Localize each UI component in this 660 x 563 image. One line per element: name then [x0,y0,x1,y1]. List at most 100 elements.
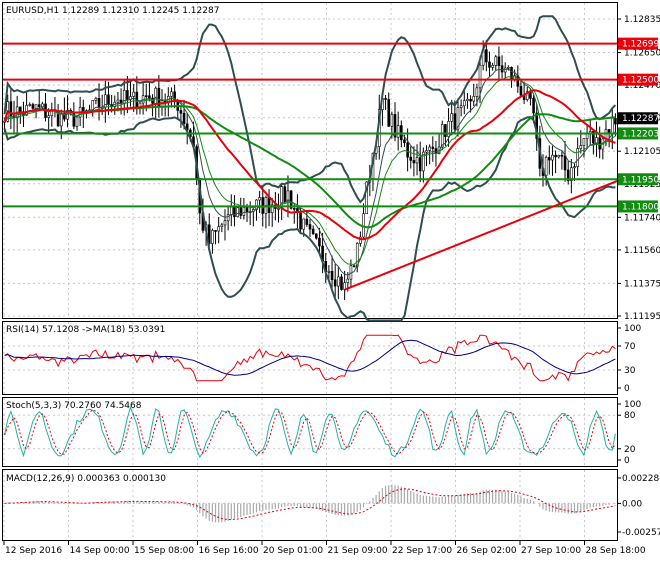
candle-body [239,207,243,216]
candle-body [409,156,413,161]
ema-fast [4,68,616,276]
candle-body [330,271,334,281]
candle-body [365,181,368,215]
candle-body [81,107,85,113]
level-label-0: 1.12699 [622,40,659,50]
candle-body [63,113,66,120]
current-price-label-bg [618,112,658,125]
candle-body [318,237,321,247]
candle-body [415,157,419,164]
macd-histogram [7,484,617,523]
candle-body [456,107,460,130]
candle-body [214,230,217,232]
price-tick-label: 1.11195 [624,312,660,322]
level-label-1-bg [618,73,658,86]
candle-body [41,103,44,108]
candle-body [314,233,318,239]
candle-body [355,243,359,267]
candle-body [447,121,450,137]
candle-body [3,121,6,123]
candle-body [500,65,504,73]
candle-body [267,197,271,214]
candle-body [557,154,561,158]
rsi-pane[interactable] [3,322,617,394]
macd-pane[interactable]: 0.002288 0.00 -0.002579 [3,470,660,540]
level-label-4-bg [618,200,658,213]
candle-body [422,151,425,172]
candle-body [359,236,362,244]
candle-body [47,115,50,118]
stoch-tick-label: 80 [624,411,636,421]
time-tick-label: 12 Sep 2016 [5,546,62,556]
candle-body [384,98,387,100]
candle-body [299,212,302,230]
candle-body [258,197,261,201]
candle-body [226,214,230,222]
candle-body [302,218,306,230]
candle-body [211,230,214,244]
level-labels: 1.12699 1.12500 1.12203 1.11950 1.11800 1.122… [618,37,659,213]
stoch-tick-label: 0 [624,456,630,466]
price-tick-label: 1.11560 [624,246,660,256]
level-label-3: 1.11950 [622,175,659,185]
candle-body [551,154,554,161]
candle-body [393,114,397,138]
candle-body [592,131,595,144]
candle-body [107,94,110,105]
candle-body [182,112,186,125]
main-header: EURUSD,H1 1.12289 1.12310 1.12245 1.1228… [6,6,219,16]
candle-body [223,220,227,226]
candle-body [179,110,183,114]
macd-header: MACD(12,26,9) 0.000363 0.000130 [6,474,166,484]
ma-green-thin [4,76,616,266]
time-tick-label: 20 Sep 01:00 [263,546,323,556]
candle-body [519,86,523,96]
rsi-header: RSI(14) 57.1208 ->MA(18) 53.0391 [6,325,165,335]
stoch-pane-frame [2,397,618,467]
candle-body [412,160,416,164]
candle-body [472,96,476,102]
candle-body [220,224,224,227]
main-price-pane[interactable] [3,3,618,322]
candle-body [403,139,406,144]
candle-body [37,104,41,108]
candle-body [598,137,601,150]
level-label-2: 1.12203 [622,129,659,139]
price-tick-label: 1.11375 [624,279,660,289]
level-label-3-bg [618,173,658,186]
candle-body [525,91,529,100]
candle-body [450,113,453,122]
candle-body [440,124,444,148]
candle-body [245,207,249,213]
candle-body [462,100,466,107]
candle-body [459,105,463,108]
candle-body [610,117,614,134]
candle-body [507,67,510,69]
rsi-line [4,334,616,382]
candle-body [170,91,173,97]
price-tick-label: 1.11740 [624,213,660,223]
level-label-0-bg [618,37,658,50]
candle-body [333,279,337,287]
time-tick-label: 14 Sep 00:00 [70,546,130,556]
time-tick-label: 16 Sep 16:00 [199,546,259,556]
candle-body [548,157,551,161]
candle-body [573,166,576,169]
candle-body [311,228,315,235]
candle-body [31,104,35,109]
candle-body [585,133,589,139]
time-tick-label: 22 Sep 17:00 [392,546,452,556]
rsi-tick-label: 70 [624,342,636,352]
candle-body [352,265,356,268]
candle-body [289,190,293,209]
candle-body [406,142,409,158]
candle-body [34,104,38,109]
macd-tick-label: -0.002579 [622,528,660,538]
time-tick-label: 27 Sep 10:00 [521,546,581,556]
ma-green-thick [3,104,616,229]
rsi-pane-frame [2,321,618,395]
rsi-ma-line [4,339,616,376]
